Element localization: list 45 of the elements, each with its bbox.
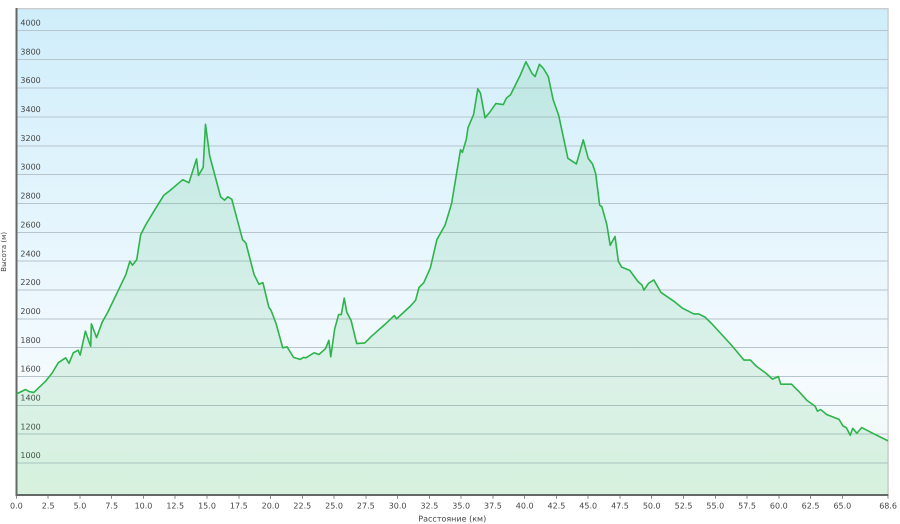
y-tick-label: 1200 (20, 422, 41, 432)
y-tick-label: 2400 (20, 249, 41, 258)
x-tick-label: 42.5 (548, 502, 566, 511)
x-tick-label: 40.0 (516, 502, 534, 511)
x-tick-label: 60.0 (770, 502, 788, 511)
x-tick-label: 0.0 (10, 502, 23, 511)
y-tick-label: 3800 (20, 47, 41, 56)
x-tick-label: 32.5 (420, 502, 438, 511)
y-tick-label: 4000 (20, 18, 41, 28)
x-tick-label: 22.5 (293, 502, 312, 511)
x-tick-label: 50.0 (642, 502, 661, 511)
x-tick-label: 57.5 (738, 502, 756, 511)
x-tick-label: 17.5 (230, 502, 248, 511)
x-tick-label: 47.5 (611, 502, 629, 511)
y-tick-label: 1000 (20, 451, 41, 460)
y-tick-label: 1400 (20, 393, 41, 402)
x-tick-label: 10.0 (134, 502, 152, 511)
x-tick-label: 45.0 (579, 502, 598, 511)
x-tick-label: 15.0 (198, 502, 216, 511)
y-tick-label: 1600 (20, 364, 41, 374)
x-tick-label: 65.0 (833, 502, 852, 511)
y-tick-label: 3600 (20, 76, 41, 86)
y-tick-label: 2000 (20, 306, 41, 316)
x-tick-label: 5.0 (74, 502, 86, 511)
x-tick-label: 68.6 (879, 502, 897, 511)
y-tick-label: 2200 (20, 278, 41, 288)
x-tick-label: 2.5 (42, 502, 55, 511)
x-axis-title: Расстояние (км) (418, 514, 486, 524)
y-tick-label: 3400 (20, 105, 41, 114)
y-tick-label: 3200 (20, 134, 41, 143)
x-tick-label: 62.5 (802, 502, 820, 511)
x-tick-label: 35.0 (452, 502, 470, 511)
x-tick-label: 55.0 (706, 502, 724, 511)
x-tick-label: 12.5 (166, 502, 184, 511)
y-tick-label: 1800 (20, 336, 41, 345)
x-tick-label: 7.5 (105, 502, 118, 511)
y-tick-label: 2600 (20, 220, 41, 230)
x-tick-label: 30.0 (388, 502, 407, 511)
y-tick-label: 3000 (20, 162, 41, 172)
x-tick-label: 37.5 (484, 502, 502, 511)
x-tick-label: 20.0 (262, 502, 280, 511)
y-tick-label: 2800 (20, 192, 41, 201)
x-tick-label: 25.0 (325, 502, 343, 511)
x-tick-label: 27.5 (356, 502, 375, 511)
x-tick-label: 52.5 (674, 502, 692, 511)
